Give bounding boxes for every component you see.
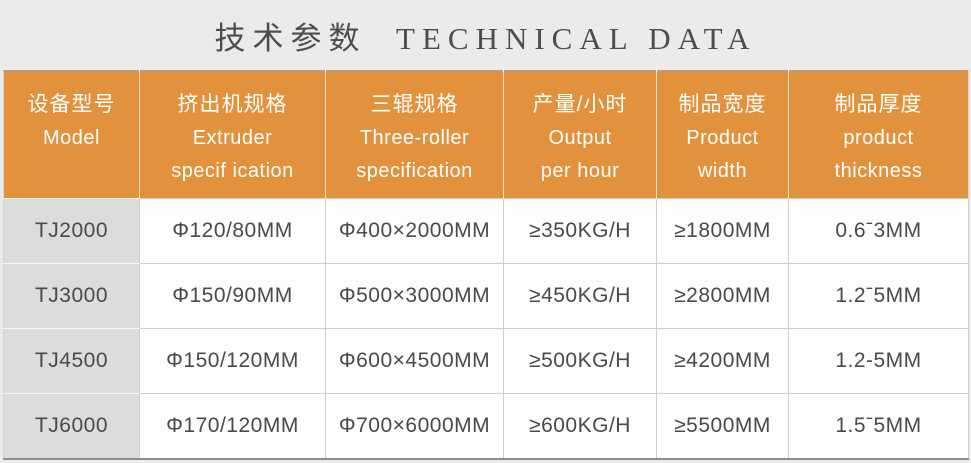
column-header-product-thickness: 制品厚度 product thickness [788, 70, 969, 199]
table-cell: ≥4200MM [656, 328, 789, 394]
table-cell: Φ700×6000MM [325, 393, 504, 459]
model-cell: TJ6000 [3, 393, 140, 459]
header-en: Model [43, 127, 100, 149]
header-en: Output [548, 127, 612, 149]
table-header: 设备型号 Model 挤出机规格 Extruder specif ication… [3, 70, 969, 199]
header-zh: 产量/小时 [532, 93, 628, 116]
column-header-product-width: 制品宽度 Product width [656, 70, 789, 199]
table-cell: ≥5500MM [656, 393, 789, 459]
column-header-output: 产量/小时 Output per hour [503, 70, 657, 199]
header-en: Product [686, 127, 759, 149]
column-header-three-roller-spec: 三辊规格 Three-roller specification [325, 70, 504, 199]
table-cell: ≥350KG/H [503, 198, 657, 264]
table-cell: ≥600KG/H [503, 393, 657, 459]
table-row: TJ3000 Φ150/90MM Φ500×3000MM ≥450KG/H ≥2… [3, 263, 969, 329]
table-cell: Φ150/120MM [139, 328, 326, 394]
table-body: TJ2000 Φ120/80MM Φ400×2000MM ≥350KG/H ≥1… [3, 198, 969, 459]
table-cell: Φ150/90MM [139, 263, 326, 329]
column-header-model: 设备型号 Model [3, 70, 140, 199]
table-cell: Φ170/120MM [139, 393, 326, 459]
table-cell: ≥500KG/H [503, 328, 657, 394]
model-cell: TJ4500 [3, 328, 140, 394]
table-cell: ≥450KG/H [503, 263, 657, 329]
header-zh: 制品宽度 [678, 93, 767, 116]
page-title: 技术参数 TECHNICAL DATA [214, 20, 757, 56]
header-en: Three-roller [359, 127, 470, 149]
header-zh: 挤出机规格 [177, 93, 288, 116]
header-en: Extruder [192, 127, 273, 149]
model-cell: TJ2000 [3, 198, 140, 264]
header-row: 设备型号 Model 挤出机规格 Extruder specif ication… [3, 70, 969, 199]
table-cell: 1.2ˉ5MM [788, 263, 969, 329]
header-zh: 三辊规格 [370, 93, 459, 116]
title-bar: 技术参数 TECHNICAL DATA [0, 0, 971, 70]
header-en: thickness [834, 160, 923, 182]
table-cell: 1.5ˉ5MM [788, 393, 969, 459]
table-cell: ≥1800MM [656, 198, 789, 264]
model-cell: TJ3000 [3, 263, 140, 329]
header-zh: 制品厚度 [834, 93, 923, 116]
table-cell: 1.2-5MM [788, 328, 969, 394]
header-en: width [697, 160, 748, 182]
table-row: TJ2000 Φ120/80MM Φ400×2000MM ≥350KG/H ≥1… [3, 198, 969, 264]
table-cell: Φ500×3000MM [325, 263, 504, 329]
column-header-extruder-spec: 挤出机规格 Extruder specif ication [139, 70, 326, 199]
header-en: per hour [540, 160, 620, 182]
table-cell: Φ600×4500MM [325, 328, 504, 394]
table-cell: 0.6ˉ3MM [788, 198, 969, 264]
header-en: specification [356, 160, 473, 182]
table-cell: Φ120/80MM [139, 198, 326, 264]
table-row: TJ6000 Φ170/120MM Φ700×6000MM ≥600KG/H ≥… [3, 393, 969, 459]
header-en: product [843, 127, 914, 149]
table-row: TJ4500 Φ150/120MM Φ600×4500MM ≥500KG/H ≥… [3, 328, 969, 394]
table-cell: ≥2800MM [656, 263, 789, 329]
header-en: specif ication [171, 160, 294, 182]
header-zh: 设备型号 [27, 93, 116, 116]
table-cell: Φ400×2000MM [325, 198, 504, 264]
technical-data-table: 设备型号 Model 挤出机规格 Extruder specif ication… [3, 70, 969, 460]
